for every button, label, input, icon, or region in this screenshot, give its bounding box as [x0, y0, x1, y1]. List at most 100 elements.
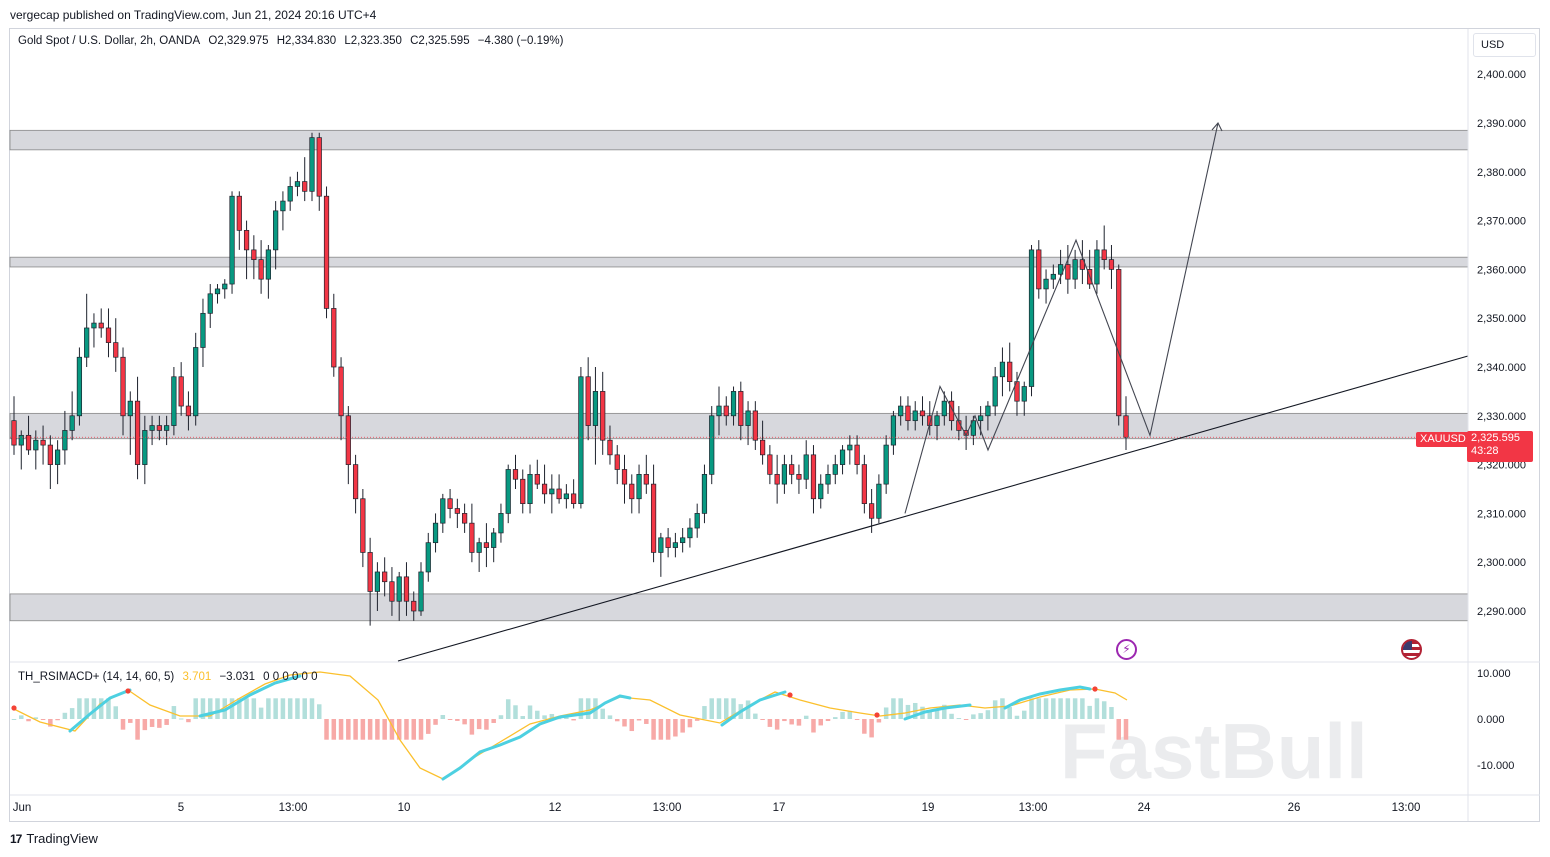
candle[interactable] — [76, 347, 83, 426]
candle[interactable] — [403, 562, 410, 616]
candle[interactable] — [1057, 249, 1064, 285]
currency-selector[interactable]: USD — [1473, 33, 1536, 57]
candle[interactable] — [207, 284, 213, 328]
candle[interactable] — [498, 503, 504, 543]
candle[interactable] — [1101, 225, 1107, 270]
candle[interactable] — [861, 454, 867, 514]
candle[interactable] — [25, 415, 32, 455]
candle[interactable] — [1094, 240, 1100, 294]
candle[interactable] — [781, 454, 788, 494]
candle[interactable] — [236, 191, 242, 250]
tradingview-logo[interactable]: 17 TradingView — [10, 831, 98, 846]
candle[interactable] — [890, 410, 897, 455]
candle[interactable] — [636, 464, 642, 514]
candle[interactable] — [411, 591, 417, 621]
candle[interactable] — [948, 391, 955, 431]
candle[interactable] — [658, 532, 664, 577]
candle[interactable] — [578, 367, 584, 509]
candle[interactable] — [47, 435, 53, 489]
candle[interactable] — [418, 562, 424, 616]
candle[interactable] — [1079, 240, 1085, 285]
candle[interactable] — [614, 445, 620, 485]
candle[interactable] — [265, 245, 271, 299]
candle[interactable] — [178, 362, 184, 416]
candle[interactable] — [84, 293, 90, 367]
candle[interactable] — [258, 240, 264, 294]
us-flag-icon[interactable] — [1401, 639, 1422, 660]
candle[interactable] — [832, 454, 838, 485]
candle[interactable] — [491, 528, 497, 563]
candle[interactable] — [898, 396, 904, 426]
candle[interactable] — [527, 464, 533, 514]
candle[interactable] — [316, 132, 322, 211]
candle[interactable] — [273, 201, 279, 270]
projection-path[interactable] — [904, 122, 1219, 514]
candle[interactable] — [854, 435, 860, 475]
candle[interactable] — [796, 464, 802, 494]
candle[interactable] — [469, 503, 475, 563]
flash-icon[interactable]: ⚡ — [1116, 639, 1137, 660]
candle[interactable] — [156, 415, 162, 441]
candle[interactable] — [876, 474, 882, 524]
candle[interactable] — [483, 523, 490, 568]
candle[interactable] — [309, 132, 315, 202]
candle[interactable] — [541, 464, 548, 504]
candle[interactable] — [600, 371, 606, 455]
candle[interactable] — [1036, 240, 1042, 299]
candle[interactable] — [294, 171, 301, 197]
candle[interactable] — [941, 391, 947, 426]
candle[interactable] — [1021, 381, 1027, 416]
candle[interactable] — [171, 367, 177, 436]
candle[interactable] — [992, 367, 998, 416]
candle[interactable] — [643, 454, 649, 494]
candle[interactable] — [185, 391, 192, 431]
candle[interactable] — [1050, 264, 1056, 289]
trendline[interactable] — [397, 355, 1469, 662]
candle[interactable] — [142, 415, 148, 485]
candle[interactable] — [352, 454, 359, 514]
candle[interactable] — [331, 293, 337, 377]
candle[interactable] — [730, 386, 737, 426]
candle[interactable] — [723, 396, 729, 426]
candle[interactable] — [818, 474, 824, 509]
candle[interactable] — [243, 220, 250, 280]
candle[interactable] — [716, 386, 722, 436]
candle[interactable] — [251, 235, 257, 280]
candle[interactable] — [134, 376, 141, 480]
candle[interactable] — [447, 489, 453, 519]
candle[interactable] — [825, 464, 831, 494]
candle[interactable] — [338, 357, 344, 441]
candle[interactable] — [592, 367, 599, 465]
candle[interactable] — [621, 454, 628, 504]
candle[interactable] — [476, 537, 482, 572]
candle[interactable] — [839, 445, 846, 475]
candle[interactable] — [1087, 249, 1093, 289]
candle[interactable] — [454, 498, 460, 529]
candle[interactable] — [672, 532, 678, 558]
candle[interactable] — [803, 440, 809, 489]
candle[interactable] — [687, 518, 693, 548]
candle[interactable] — [1072, 249, 1078, 289]
candle[interactable] — [33, 430, 39, 470]
candle[interactable] — [98, 308, 104, 338]
candle[interactable] — [91, 313, 97, 348]
candle[interactable] — [302, 157, 308, 202]
candle[interactable] — [222, 279, 228, 299]
candle[interactable] — [847, 435, 853, 465]
candle[interactable] — [18, 430, 24, 470]
candle[interactable] — [774, 454, 780, 504]
candle[interactable] — [287, 176, 293, 211]
candle[interactable] — [694, 503, 700, 538]
candle[interactable] — [229, 191, 235, 294]
candle[interactable] — [789, 454, 795, 485]
candle[interactable] — [934, 410, 940, 441]
candle[interactable] — [1043, 269, 1049, 304]
candle[interactable] — [62, 410, 68, 465]
candle[interactable] — [382, 557, 388, 597]
candle[interactable] — [1108, 245, 1115, 289]
candle[interactable] — [752, 401, 758, 450]
candle[interactable] — [105, 308, 112, 358]
candle[interactable] — [113, 318, 119, 372]
candle[interactable] — [680, 528, 686, 553]
candle[interactable] — [367, 537, 373, 626]
